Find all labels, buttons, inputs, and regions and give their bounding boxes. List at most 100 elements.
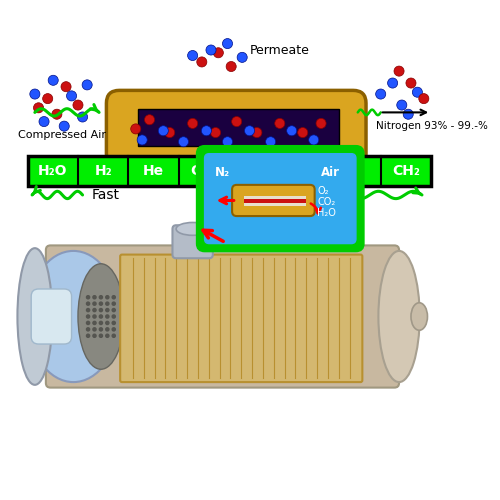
Circle shape bbox=[144, 114, 154, 125]
Circle shape bbox=[30, 89, 40, 99]
Circle shape bbox=[105, 334, 110, 338]
Text: H₂: H₂ bbox=[94, 164, 112, 178]
FancyBboxPatch shape bbox=[31, 289, 72, 344]
Circle shape bbox=[286, 126, 297, 136]
Text: N₂: N₂ bbox=[214, 166, 230, 179]
FancyBboxPatch shape bbox=[120, 254, 362, 382]
Circle shape bbox=[78, 112, 88, 122]
Circle shape bbox=[98, 295, 103, 300]
Circle shape bbox=[92, 320, 97, 325]
Ellipse shape bbox=[78, 264, 124, 370]
Circle shape bbox=[73, 100, 83, 110]
Circle shape bbox=[39, 116, 49, 126]
Text: He: He bbox=[143, 164, 164, 178]
Text: Air: Air bbox=[321, 166, 340, 179]
Ellipse shape bbox=[18, 248, 52, 385]
Circle shape bbox=[188, 118, 198, 128]
Circle shape bbox=[112, 302, 116, 306]
Circle shape bbox=[237, 52, 247, 62]
Bar bbox=[138, 108, 340, 146]
Circle shape bbox=[274, 118, 285, 128]
Text: Fast: Fast bbox=[92, 188, 120, 202]
Circle shape bbox=[52, 109, 62, 120]
Circle shape bbox=[82, 80, 92, 90]
Text: Nitrogen 93% - 99.-%: Nitrogen 93% - 99.-% bbox=[376, 121, 488, 131]
Circle shape bbox=[86, 314, 90, 319]
Circle shape bbox=[158, 126, 168, 136]
FancyBboxPatch shape bbox=[232, 185, 314, 216]
Circle shape bbox=[105, 327, 110, 332]
Ellipse shape bbox=[411, 302, 428, 330]
Circle shape bbox=[188, 50, 198, 60]
Circle shape bbox=[298, 128, 308, 138]
Circle shape bbox=[92, 295, 97, 300]
Circle shape bbox=[197, 57, 207, 67]
Circle shape bbox=[266, 136, 276, 147]
Circle shape bbox=[105, 295, 110, 300]
Circle shape bbox=[98, 308, 103, 312]
Circle shape bbox=[86, 320, 90, 325]
Ellipse shape bbox=[28, 251, 120, 382]
Circle shape bbox=[210, 128, 220, 138]
FancyBboxPatch shape bbox=[197, 146, 364, 251]
Text: H₂O: H₂O bbox=[38, 164, 68, 178]
Circle shape bbox=[92, 308, 97, 312]
Circle shape bbox=[98, 314, 103, 319]
Circle shape bbox=[86, 295, 90, 300]
Circle shape bbox=[164, 128, 175, 138]
Circle shape bbox=[92, 314, 97, 319]
Circle shape bbox=[316, 118, 326, 128]
Text: CO₂: CO₂ bbox=[318, 198, 336, 207]
Circle shape bbox=[406, 78, 416, 88]
Circle shape bbox=[92, 302, 97, 306]
Circle shape bbox=[112, 320, 116, 325]
Circle shape bbox=[34, 103, 43, 113]
Circle shape bbox=[59, 121, 70, 131]
Text: N₂: N₂ bbox=[346, 164, 364, 178]
Circle shape bbox=[178, 136, 188, 147]
Circle shape bbox=[403, 109, 413, 120]
FancyBboxPatch shape bbox=[204, 154, 356, 244]
Circle shape bbox=[112, 295, 116, 300]
Circle shape bbox=[61, 82, 71, 92]
Text: H₂O: H₂O bbox=[318, 208, 336, 218]
Text: CO₂: CO₂ bbox=[190, 164, 218, 178]
Circle shape bbox=[244, 126, 254, 136]
Circle shape bbox=[226, 62, 236, 72]
Text: CH₂: CH₂ bbox=[392, 164, 420, 178]
Circle shape bbox=[105, 302, 110, 306]
Circle shape bbox=[130, 124, 141, 134]
Circle shape bbox=[214, 48, 224, 58]
Text: Slow: Slow bbox=[294, 188, 326, 202]
Circle shape bbox=[98, 327, 103, 332]
Circle shape bbox=[42, 94, 52, 104]
Text: Permeate: Permeate bbox=[250, 44, 310, 57]
Circle shape bbox=[394, 66, 404, 76]
Circle shape bbox=[222, 136, 232, 147]
FancyBboxPatch shape bbox=[46, 246, 399, 388]
FancyBboxPatch shape bbox=[172, 225, 213, 258]
Circle shape bbox=[105, 320, 110, 325]
FancyBboxPatch shape bbox=[106, 90, 366, 166]
Bar bbox=[244, 196, 306, 206]
Circle shape bbox=[112, 308, 116, 312]
Circle shape bbox=[66, 91, 76, 101]
Circle shape bbox=[92, 334, 97, 338]
Circle shape bbox=[202, 126, 211, 136]
Text: O₂: O₂ bbox=[318, 186, 329, 196]
Circle shape bbox=[86, 302, 90, 306]
Circle shape bbox=[86, 327, 90, 332]
Circle shape bbox=[376, 89, 386, 99]
Circle shape bbox=[252, 128, 262, 138]
Circle shape bbox=[86, 334, 90, 338]
Bar bbox=[28, 156, 431, 186]
Circle shape bbox=[105, 308, 110, 312]
Circle shape bbox=[206, 45, 216, 55]
Circle shape bbox=[388, 78, 398, 88]
Circle shape bbox=[92, 327, 97, 332]
Text: O₂: O₂ bbox=[246, 164, 264, 178]
Circle shape bbox=[98, 334, 103, 338]
Circle shape bbox=[222, 38, 232, 48]
Circle shape bbox=[232, 116, 241, 126]
Ellipse shape bbox=[176, 222, 209, 235]
